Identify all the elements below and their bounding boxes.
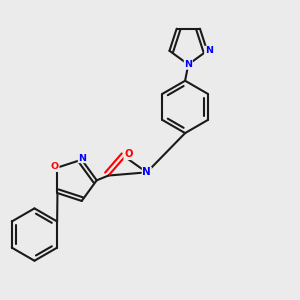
Text: N: N: [142, 167, 151, 177]
Text: N: N: [78, 154, 86, 163]
Text: O: O: [51, 162, 59, 171]
Text: N: N: [205, 46, 213, 55]
Text: N: N: [184, 60, 192, 69]
Text: O: O: [124, 149, 133, 160]
